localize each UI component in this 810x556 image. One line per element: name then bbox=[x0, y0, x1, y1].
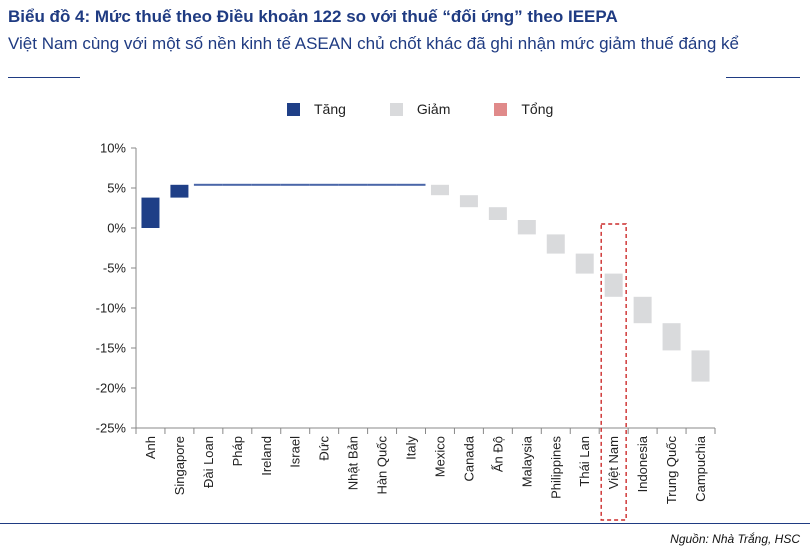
waterfall-bar bbox=[396, 183, 426, 186]
x-tick-label: Hàn Quốc bbox=[375, 436, 390, 495]
waterfall-bar bbox=[222, 183, 252, 186]
waterfall-bar bbox=[459, 195, 478, 208]
waterfall-bar bbox=[309, 183, 339, 186]
x-tick-label: Đức bbox=[317, 436, 332, 461]
y-tick-label: -15% bbox=[96, 341, 127, 356]
y-tick-label: 10% bbox=[100, 141, 126, 156]
waterfall-bar bbox=[633, 296, 652, 324]
waterfall-bar bbox=[517, 220, 536, 235]
y-tick-label: -25% bbox=[96, 421, 127, 436]
highlight-box-vietnam bbox=[600, 223, 627, 521]
x-tick-label: Pháp bbox=[230, 436, 245, 466]
subtitle-underline-left bbox=[8, 77, 80, 78]
x-tick-label: Singapore bbox=[172, 436, 187, 495]
x-tick-label: Malaysia bbox=[519, 435, 534, 487]
legend-swatch-increase bbox=[287, 102, 300, 116]
x-tick-label: Ấn Độ bbox=[490, 436, 505, 472]
legend-swatch-decrease bbox=[389, 102, 403, 116]
x-tick-label: Campuchia bbox=[693, 435, 708, 502]
x-tick-label: Đài Loan bbox=[201, 436, 216, 488]
x-tick-label: Israel bbox=[288, 436, 303, 468]
waterfall-bar bbox=[604, 273, 623, 297]
source-note: Nguồn: Nhà Trắng, HSC bbox=[670, 532, 800, 546]
waterfall-bar bbox=[367, 183, 397, 186]
x-tick-label: Italy bbox=[404, 436, 419, 460]
chart-subtitle: Việt Nam cùng với một số nền kinh tế ASE… bbox=[8, 34, 739, 53]
legend-item-increase: Tăng bbox=[287, 101, 346, 117]
waterfall-bar bbox=[575, 253, 594, 274]
x-tick-label: Ireland bbox=[259, 436, 274, 476]
x-tick-label: Mexico bbox=[432, 436, 447, 477]
x-tick-label: Philippines bbox=[548, 436, 563, 499]
y-tick-label: -10% bbox=[96, 301, 127, 316]
waterfall-bar bbox=[691, 350, 710, 382]
y-tick-label: -20% bbox=[96, 381, 127, 396]
waterfall-bar bbox=[251, 183, 281, 186]
chart-legend: Tăng Giảm Tổng bbox=[287, 99, 553, 119]
footer-divider bbox=[0, 523, 810, 524]
waterfall-bar bbox=[338, 183, 368, 186]
waterfall-bar bbox=[193, 183, 223, 186]
x-tick-label: Canada bbox=[461, 435, 476, 481]
waterfall-bar bbox=[488, 207, 507, 220]
waterfall-bar bbox=[280, 183, 310, 186]
y-tick-label: 5% bbox=[107, 181, 126, 196]
x-tick-label: Nhật Bản bbox=[346, 436, 361, 490]
y-tick-label: 0% bbox=[107, 221, 126, 236]
legend-item-decrease: Giảm bbox=[389, 101, 451, 117]
waterfall-bar bbox=[430, 184, 449, 196]
waterfall-bar bbox=[546, 234, 565, 254]
x-tick-label: Anh bbox=[143, 436, 158, 459]
waterfall-bar bbox=[170, 184, 189, 198]
x-tick-label: Trung Quốc bbox=[664, 436, 679, 505]
legend-label-decrease: Giảm bbox=[416, 101, 451, 117]
x-tick-label: Indonesia bbox=[635, 435, 650, 492]
waterfall-bar bbox=[662, 323, 681, 351]
y-tick-label: -5% bbox=[103, 261, 127, 276]
legend-item-total: Tổng bbox=[494, 101, 553, 117]
chart-title: Biểu đồ 4: Mức thuế theo Điều khoản 122 … bbox=[8, 7, 618, 26]
legend-label-increase: Tăng bbox=[314, 101, 346, 117]
legend-label-total: Tổng bbox=[521, 101, 554, 117]
x-tick-label: Việt Nam bbox=[606, 436, 621, 489]
waterfall-bar bbox=[141, 197, 160, 228]
x-tick-label: Thái Lan bbox=[577, 436, 592, 487]
legend-swatch-total bbox=[494, 102, 508, 116]
subtitle-underline-right bbox=[726, 77, 800, 78]
